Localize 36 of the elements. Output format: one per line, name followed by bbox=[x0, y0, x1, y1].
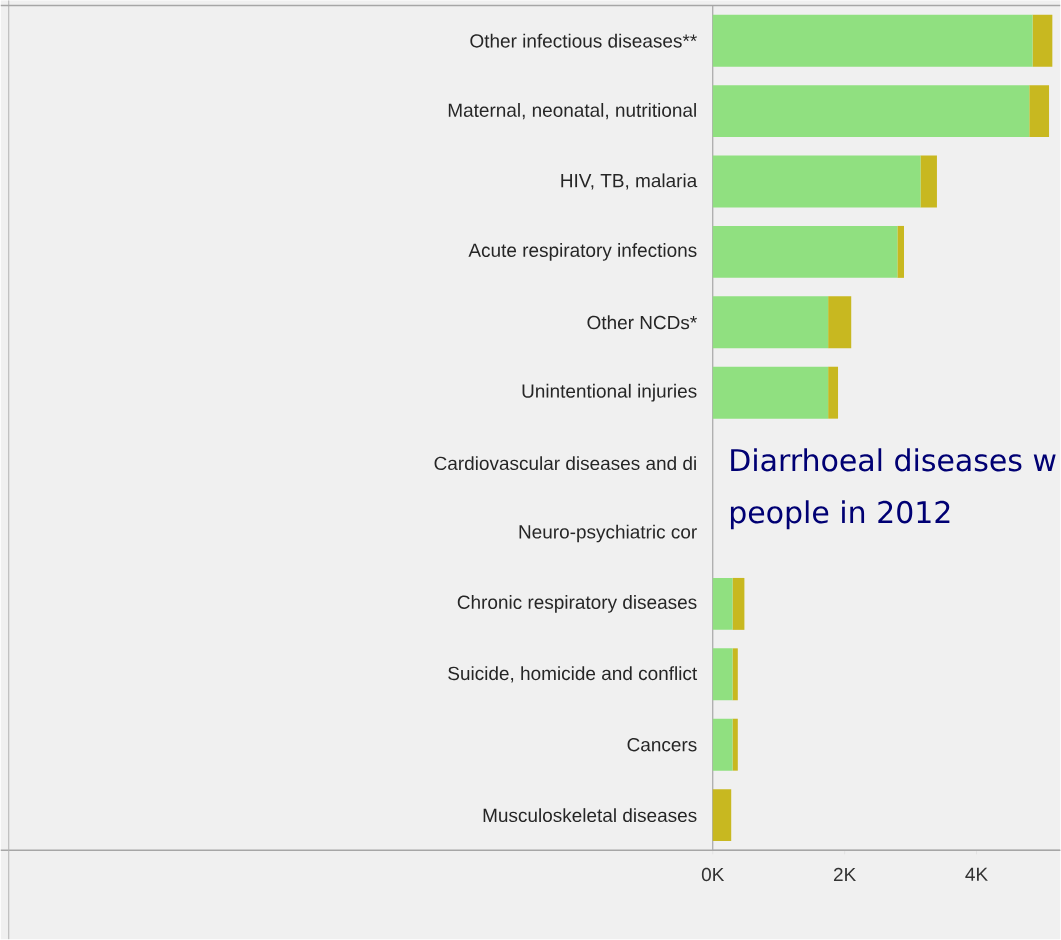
bar bbox=[828, 296, 852, 349]
y-tick-label: Cancers bbox=[627, 738, 697, 752]
y-tick-label: Suicide, homicide and conflict bbox=[448, 666, 698, 683]
bar bbox=[712, 578, 733, 631]
bar bbox=[712, 789, 732, 842]
bar bbox=[1032, 14, 1053, 67]
y-tick-label: Other NCDs* bbox=[587, 315, 697, 330]
bar bbox=[712, 14, 1033, 67]
bar bbox=[712, 648, 733, 701]
bar bbox=[712, 85, 1030, 138]
bar bbox=[712, 718, 733, 771]
bar bbox=[732, 648, 738, 701]
bar bbox=[897, 226, 904, 279]
bar bbox=[732, 718, 738, 771]
y-tick-label: Musculoskeletal diseases bbox=[483, 808, 697, 823]
y-tick-label: Acute respiratory infections bbox=[468, 243, 697, 261]
y-tick-label: Neuro-psychiatric cor bbox=[519, 524, 697, 543]
bar bbox=[712, 155, 921, 208]
bar bbox=[712, 366, 829, 419]
bar bbox=[712, 296, 829, 349]
bar bbox=[732, 578, 745, 631]
annotation: people in 2012 bbox=[730, 500, 950, 530]
annotation: Diarrhoeal diseases w bbox=[731, 448, 1056, 472]
bar bbox=[920, 155, 937, 208]
x-tick-label: 2K bbox=[833, 867, 857, 882]
y-tick-label: Chronic respiratory diseases bbox=[457, 595, 697, 613]
y-tick-label: HIV, TB, malaria bbox=[561, 173, 698, 190]
bar bbox=[712, 226, 898, 279]
x-tick-label: 0K bbox=[701, 867, 725, 882]
y-tick-label: Maternal, neonatal, nutritional bbox=[448, 103, 696, 120]
bar bbox=[1029, 85, 1050, 138]
x-tick-label: 4K bbox=[965, 867, 988, 882]
y-tick-label: Cardiovascular diseases and di bbox=[434, 456, 696, 471]
bar bbox=[828, 366, 839, 419]
y-tick-label: Unintentional injuries bbox=[522, 384, 697, 402]
y-tick-label: Other infectious diseases** bbox=[470, 33, 697, 48]
